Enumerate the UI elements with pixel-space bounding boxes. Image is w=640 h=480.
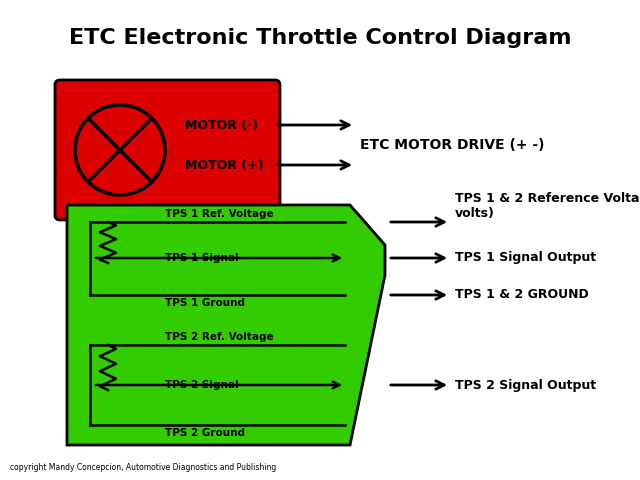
Text: ETC Electronic Throttle Control Diagram: ETC Electronic Throttle Control Diagram [68, 28, 572, 48]
Text: TPS 1 Signal: TPS 1 Signal [165, 253, 239, 263]
Text: TPS 1 & 2 Reference Voltage (5
volts): TPS 1 & 2 Reference Voltage (5 volts) [455, 192, 640, 220]
Text: copyright Mandy Concepcion, Automotive Diagnostics and Publishing: copyright Mandy Concepcion, Automotive D… [10, 463, 276, 472]
Text: TPS 2 Signal Output: TPS 2 Signal Output [455, 379, 596, 392]
Text: MOTOR (-): MOTOR (-) [185, 119, 258, 132]
Text: TPS 1 Ground: TPS 1 Ground [165, 298, 245, 308]
Text: TPS 2 Signal: TPS 2 Signal [165, 380, 239, 390]
Polygon shape [67, 205, 385, 445]
Text: ETC MOTOR DRIVE (+ -): ETC MOTOR DRIVE (+ -) [360, 138, 545, 152]
Text: MOTOR (+): MOTOR (+) [185, 158, 264, 171]
Text: TPS 1 Signal Output: TPS 1 Signal Output [455, 252, 596, 264]
Text: TPS 1 Ref. Voltage: TPS 1 Ref. Voltage [165, 209, 274, 219]
Text: TPS 1 & 2 GROUND: TPS 1 & 2 GROUND [455, 288, 589, 301]
Text: TPS 2 Ref. Voltage: TPS 2 Ref. Voltage [165, 332, 274, 342]
FancyBboxPatch shape [55, 80, 280, 220]
Text: TPS 2 Ground: TPS 2 Ground [165, 428, 245, 438]
